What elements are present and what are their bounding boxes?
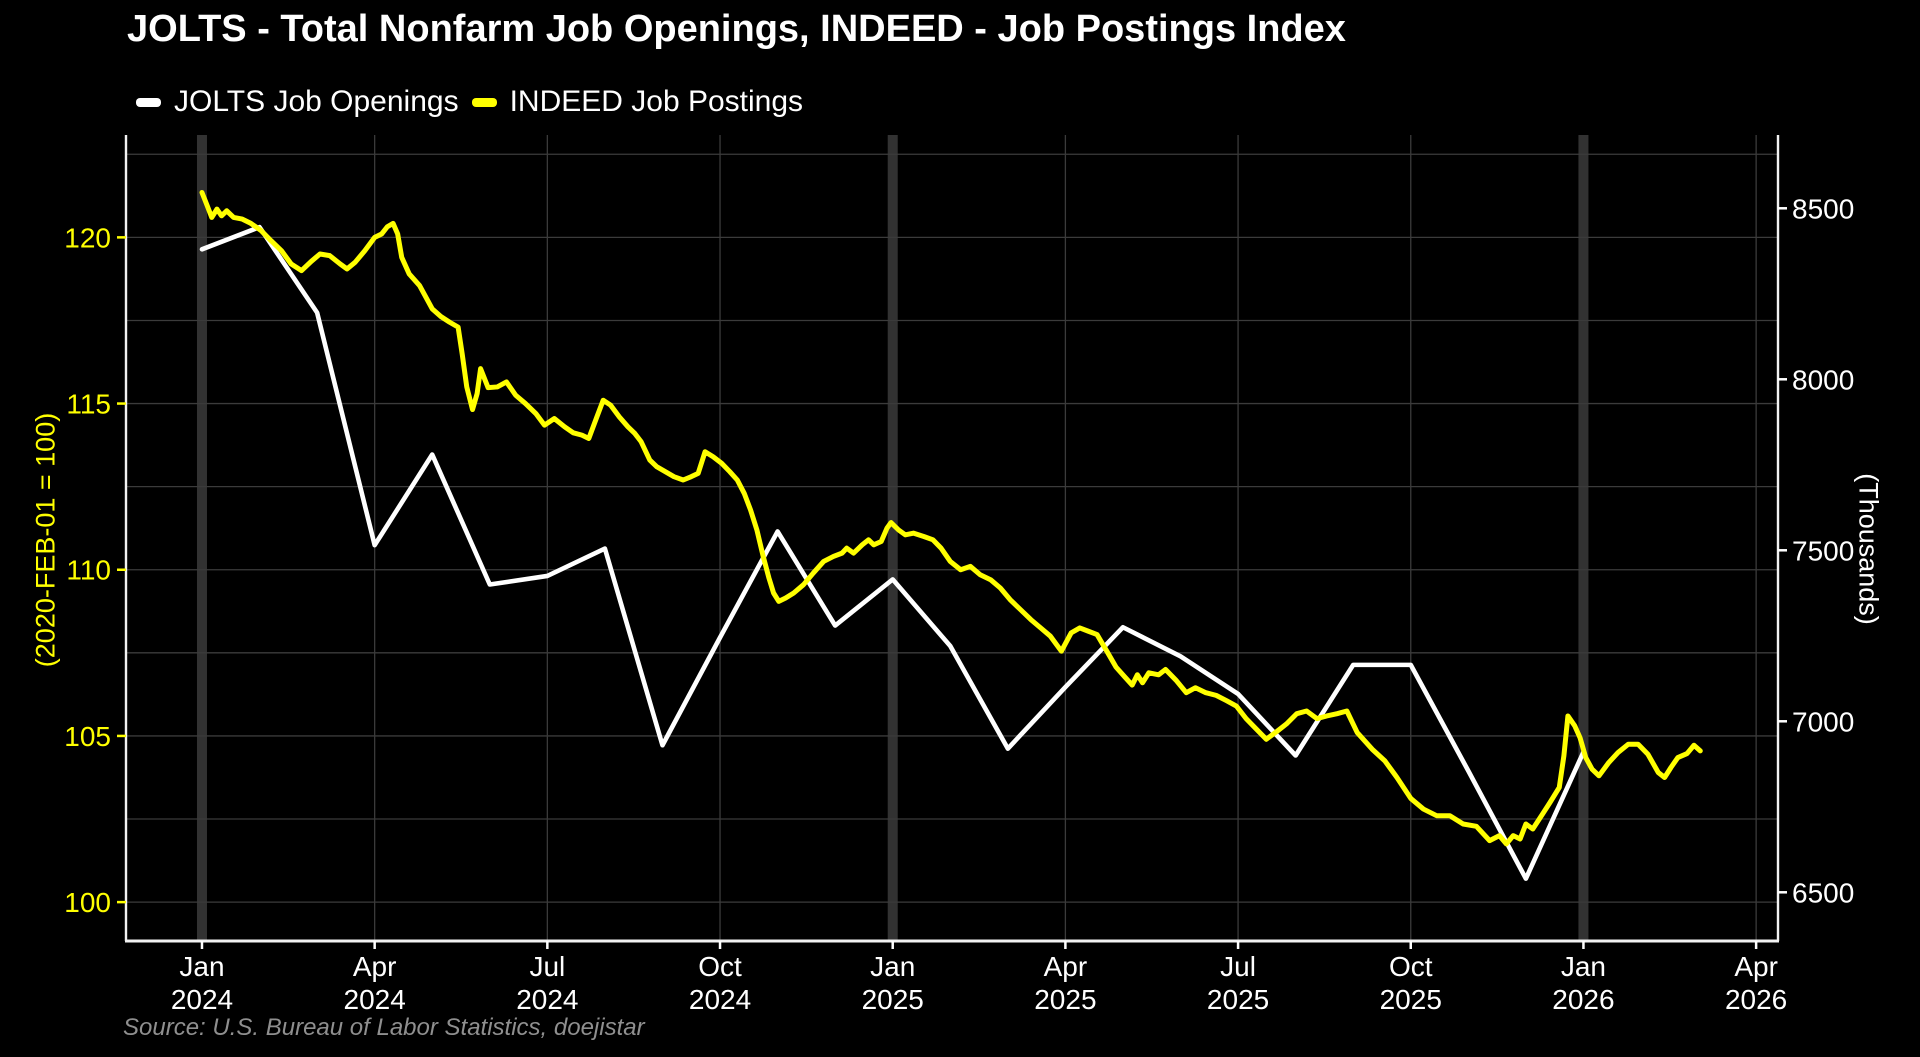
legend-label-indeed: INDEED Job Postings (509, 85, 804, 118)
x-tick-label: Jan 2026 (1552, 951, 1614, 1015)
right-tick-label: 6500 (1792, 877, 1854, 908)
x-tick-label: Apr 2025 (1034, 951, 1096, 1015)
series-indeed-line (199, 190, 1703, 847)
right-tick-label: 7000 (1792, 706, 1854, 737)
legend: JOLTS Job Openings INDEED Job Postings (136, 84, 803, 120)
right-tick-label: 8000 (1792, 364, 1854, 395)
x-tick-label: Oct 2025 (1380, 951, 1442, 1015)
left-tick-label: 100 (64, 887, 111, 918)
x-tick-label: Jan 2025 (862, 951, 924, 1015)
source-note: Source: U.S. Bureau of Labor Statistics,… (123, 1014, 645, 1041)
legend-swatch-jolts (136, 97, 161, 107)
january-event-bar (196, 135, 207, 941)
left-tick-label: 120 (64, 222, 111, 253)
series-jolts-line (199, 224, 1586, 881)
january-event-bar (887, 135, 898, 941)
x-tick-label: Jan 2024 (171, 951, 233, 1015)
legend-label-jolts: JOLTS Job Openings (174, 85, 459, 118)
right-axis-title: (Thousands) (1853, 473, 1884, 625)
x-tick-label: Jul 2025 (1207, 951, 1269, 1015)
x-tick-label: Apr 2026 (1725, 951, 1787, 1015)
left-axis-title: (2020-FEB-01 = 100) (30, 412, 61, 668)
chart-title: JOLTS - Total Nonfarm Job Openings, INDE… (127, 8, 1346, 50)
x-tick-label: Oct 2024 (689, 951, 751, 1015)
right-tick-label: 8500 (1792, 193, 1854, 224)
january-event-bar (1578, 135, 1589, 941)
left-tick-label: 115 (66, 389, 111, 420)
x-tick-label: Apr 2024 (344, 951, 406, 1015)
left-tick-label: 110 (66, 555, 111, 586)
x-tick-label: Jul 2024 (516, 951, 578, 1015)
legend-swatch-indeed (471, 97, 497, 107)
left-tick-label: 105 (64, 721, 111, 752)
right-tick-label: 7500 (1792, 535, 1854, 566)
